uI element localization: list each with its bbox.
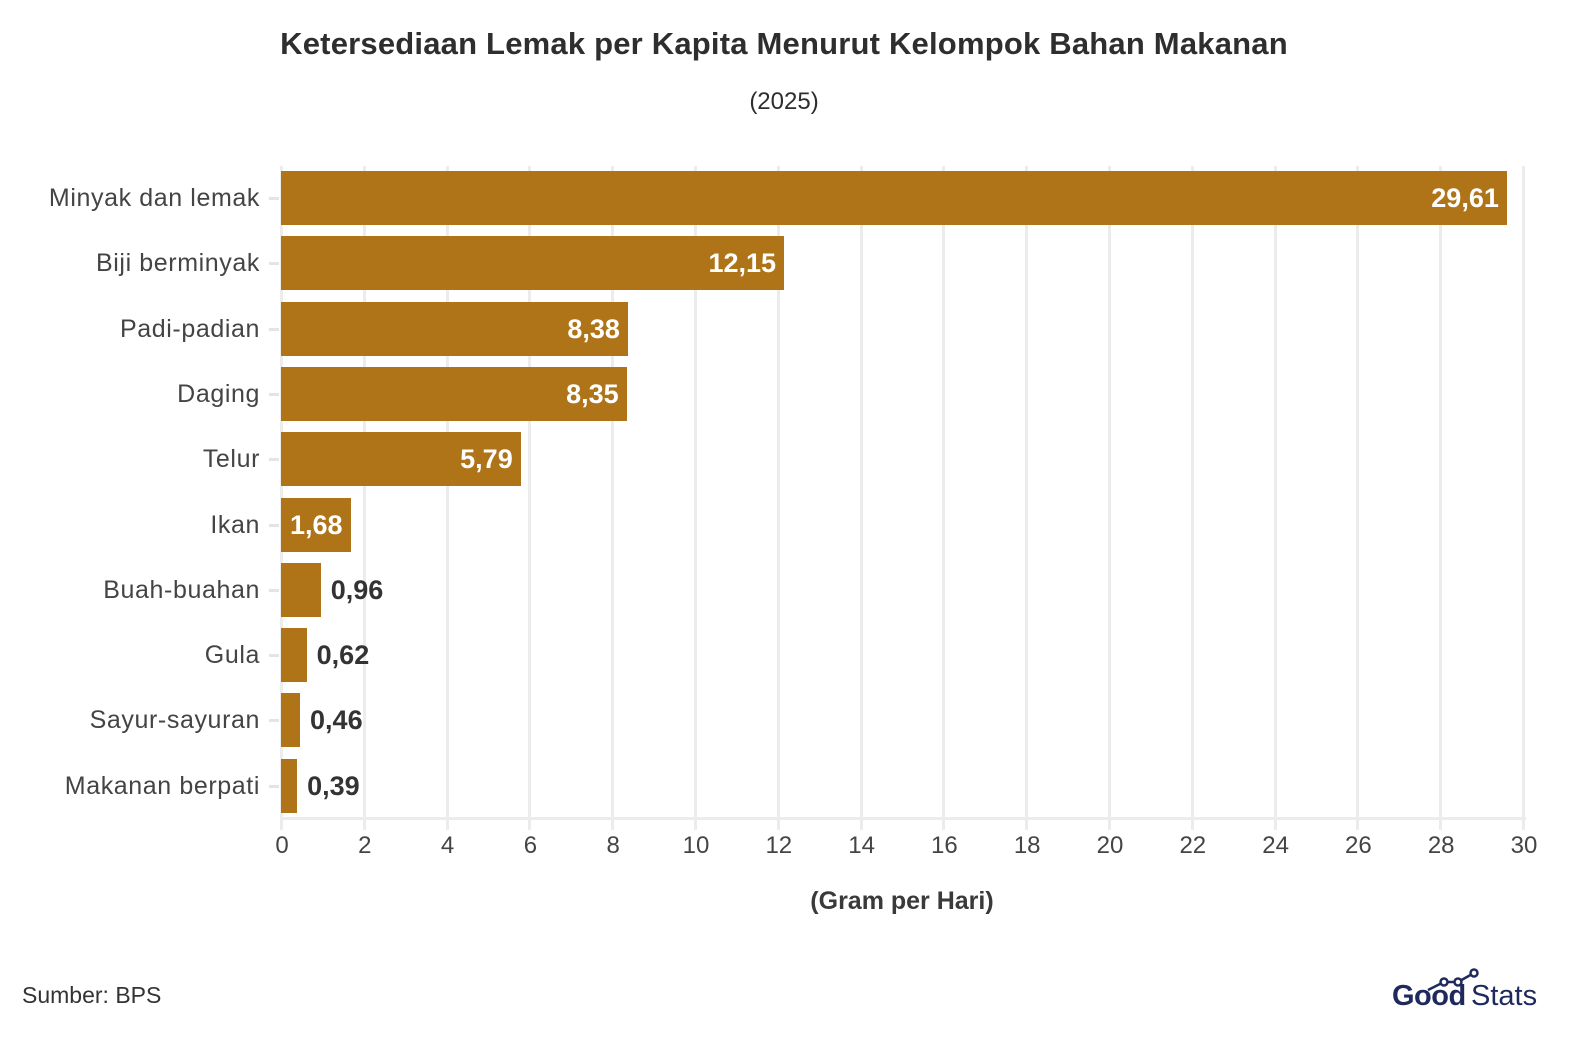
gridline: [1273, 166, 1277, 826]
category-label: Sayur-sayuran: [89, 706, 260, 735]
x-tick-mark: [1522, 818, 1525, 830]
x-tick-label: 20: [1096, 832, 1124, 859]
logo-text-stats: Stats: [1471, 980, 1538, 1012]
x-tick-label: 30: [1510, 832, 1538, 859]
x-tick-label: 16: [931, 832, 958, 859]
category-label: Ikan: [210, 510, 260, 539]
bar: [281, 693, 301, 748]
source-note: Sumber: BPS: [22, 982, 162, 1008]
gridline: [1356, 166, 1360, 826]
gridline: [1025, 166, 1029, 826]
x-tick-mark: [1356, 818, 1360, 830]
plot-area: 0 2 4 6 8 10 12 14 16 18 20 22 24 26 28 30 29,61 12,15 8,3…: [269, 166, 1537, 859]
x-tick-label: 24: [1262, 832, 1289, 859]
gridline: [1190, 166, 1194, 826]
y-tick-mark: [269, 262, 279, 266]
chart-title: Ketersediaan Lemak per Kapita Menurut Ke…: [280, 26, 1288, 61]
x-tick-label: 2: [358, 832, 372, 859]
bar-value-label: 0,46: [310, 705, 363, 736]
x-tick-label: 26: [1345, 832, 1372, 859]
y-tick-mark: [269, 588, 279, 592]
x-tick-mark: [445, 818, 449, 830]
category-label: Daging: [177, 379, 260, 408]
category-label: Minyak dan lemak: [48, 184, 260, 212]
y-tick-mark: [269, 197, 279, 200]
category-label: Buah-buahan: [103, 575, 260, 604]
x-axis-title: (Gram per Hari): [810, 887, 994, 915]
x-axis-line: [281, 817, 1526, 820]
bar: [281, 366, 627, 421]
y-tick-mark: [269, 654, 279, 658]
x-tick-label: 28: [1427, 832, 1455, 859]
bar-value-label: 12,15: [708, 248, 777, 279]
x-tick-label: 22: [1179, 832, 1207, 859]
bar-value-label: 29,61: [1431, 183, 1499, 213]
x-tick-mark: [942, 818, 946, 830]
x-tick-label: 18: [1013, 832, 1041, 859]
gridline: [280, 166, 283, 826]
gridline: [362, 166, 366, 826]
x-tick-mark: [528, 818, 532, 830]
x-tick-label: 14: [848, 832, 875, 859]
category-label: Padi-padian: [119, 314, 260, 343]
bar: [281, 171, 1507, 225]
x-tick-label: 8: [606, 832, 620, 859]
bar-value-label: 5,79: [460, 444, 513, 475]
category-label: Telur: [202, 445, 260, 474]
category-label: Gula: [204, 641, 260, 670]
x-tick-label: 12: [765, 832, 793, 859]
y-tick-mark: [269, 392, 279, 396]
bar-value-label: 8,35: [566, 378, 619, 409]
bar-value-label: 0,62: [316, 640, 370, 671]
goodstats-logo: Good Stats: [1392, 968, 1552, 1018]
y-tick-mark: [269, 784, 279, 788]
category-label: Biji berminyak: [95, 249, 260, 278]
x-tick-label: 0: [275, 832, 289, 859]
x-tick-mark: [611, 818, 615, 830]
gridline: [694, 166, 697, 826]
y-tick-mark: [269, 327, 279, 331]
gridline: [776, 166, 780, 826]
x-tick-mark: [1108, 818, 1111, 830]
bar: [281, 301, 628, 356]
bar-value-label: 1,68: [290, 509, 343, 540]
y-tick-mark: [269, 719, 279, 723]
gridline: [1439, 166, 1443, 826]
bar: [281, 628, 307, 683]
x-tick-mark: [776, 818, 780, 830]
x-tick-mark: [1273, 818, 1277, 830]
x-tick-mark: [280, 818, 283, 830]
gridline: [445, 166, 449, 826]
bar: [281, 236, 784, 291]
gridline: [942, 166, 946, 826]
bar-value-label: 8,38: [567, 313, 620, 344]
bar: [281, 758, 298, 813]
bar: [281, 562, 321, 617]
bar: [281, 432, 521, 487]
category-label: Makanan berpati: [64, 771, 260, 800]
gridline: [611, 166, 615, 826]
x-tick-mark: [694, 818, 697, 830]
x-tick-label: 10: [682, 832, 710, 859]
x-tick-mark: [1190, 818, 1194, 830]
bar-value-label: 0,39: [307, 770, 360, 801]
bar-value-label: 0,96: [330, 574, 384, 605]
y-tick-mark: [269, 458, 279, 462]
x-tick-mark: [1439, 818, 1443, 830]
bar: [281, 497, 351, 552]
x-tick-mark: [1025, 818, 1029, 830]
x-tick-mark: [859, 818, 863, 830]
trend-line-icon: [1427, 968, 1479, 992]
logo-text-good: Good: [1392, 980, 1466, 1012]
x-tick-label: 6: [523, 832, 538, 859]
y-tick-mark: [269, 523, 279, 527]
gridline: [1108, 166, 1111, 826]
x-tick-mark: [362, 818, 366, 830]
gridline: [859, 166, 863, 826]
x-tick-label: 4: [440, 832, 455, 859]
gridline: [528, 166, 532, 826]
gridline: [1522, 166, 1525, 826]
chart-subtitle: (2025): [749, 88, 819, 115]
